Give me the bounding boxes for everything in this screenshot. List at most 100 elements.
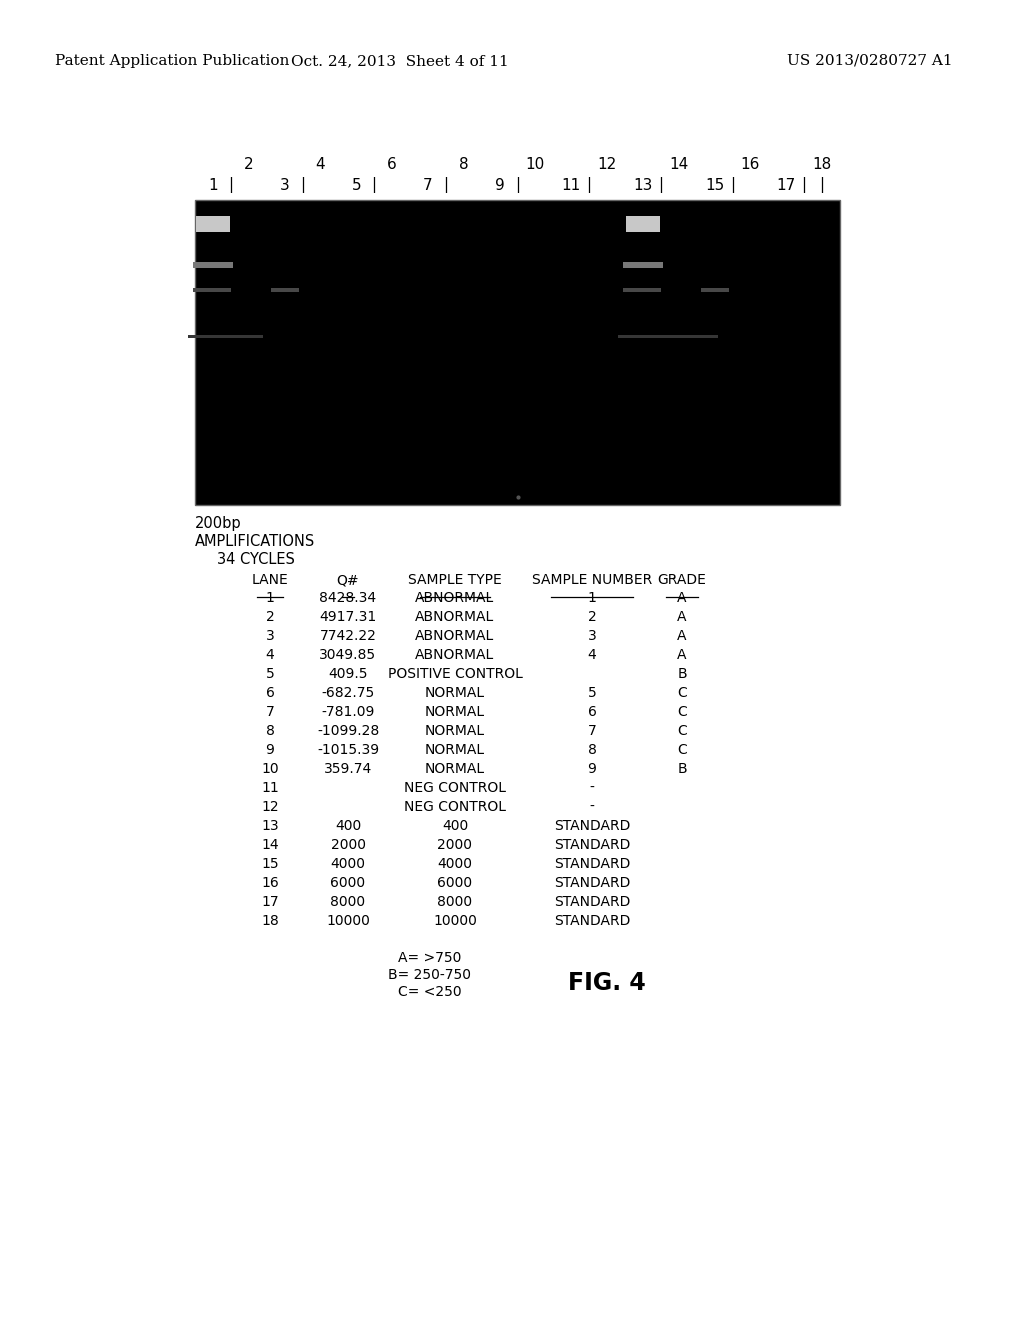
- Text: 10: 10: [261, 762, 279, 776]
- Text: 10000: 10000: [433, 913, 477, 928]
- Text: C: C: [677, 705, 687, 719]
- Text: A= >750: A= >750: [398, 950, 462, 965]
- Text: B: B: [677, 762, 687, 776]
- Text: 4: 4: [315, 157, 326, 172]
- Text: A: A: [677, 610, 687, 624]
- Text: STANDARD: STANDARD: [554, 857, 630, 871]
- Text: C= <250: C= <250: [398, 985, 462, 999]
- Text: 7742.22: 7742.22: [319, 630, 377, 643]
- Text: |: |: [587, 177, 592, 193]
- Text: 18: 18: [812, 157, 831, 172]
- Text: 6: 6: [588, 705, 596, 719]
- Bar: [623, 288, 660, 292]
- Bar: [626, 216, 659, 232]
- Text: AMPLIFICATIONS: AMPLIFICATIONS: [195, 535, 315, 549]
- Text: 4917.31: 4917.31: [319, 610, 377, 624]
- Text: FIG. 4: FIG. 4: [568, 972, 646, 995]
- Bar: [196, 216, 230, 232]
- Text: 7: 7: [423, 178, 433, 193]
- Text: |: |: [228, 177, 233, 193]
- Text: |: |: [443, 177, 449, 193]
- Bar: [700, 288, 729, 292]
- Text: 13: 13: [633, 178, 652, 193]
- Text: C: C: [677, 723, 687, 738]
- Bar: [270, 288, 299, 292]
- Bar: [193, 261, 232, 268]
- Text: 4000: 4000: [331, 857, 366, 871]
- Bar: [623, 261, 663, 268]
- Text: 8428.34: 8428.34: [319, 591, 377, 605]
- Text: NEG CONTROL: NEG CONTROL: [404, 781, 506, 795]
- Text: POSITIVE CONTROL: POSITIVE CONTROL: [387, 667, 522, 681]
- Text: 6000: 6000: [331, 876, 366, 890]
- Text: 11: 11: [261, 781, 279, 795]
- Text: STANDARD: STANDARD: [554, 876, 630, 890]
- Text: 400: 400: [335, 818, 361, 833]
- Text: NORMAL: NORMAL: [425, 705, 485, 719]
- Text: US 2013/0280727 A1: US 2013/0280727 A1: [787, 54, 952, 69]
- Text: C: C: [677, 686, 687, 700]
- Text: |: |: [819, 177, 824, 193]
- Text: 9: 9: [495, 178, 505, 193]
- Bar: [195, 201, 840, 506]
- Text: -: -: [590, 781, 595, 795]
- Text: -682.75: -682.75: [322, 686, 375, 700]
- Text: 1: 1: [265, 591, 274, 605]
- Text: 15: 15: [261, 857, 279, 871]
- Text: 7: 7: [265, 705, 274, 719]
- Bar: [617, 335, 718, 338]
- Text: 4: 4: [588, 648, 596, 663]
- Text: 2000: 2000: [331, 838, 366, 851]
- Text: ABNORMAL: ABNORMAL: [416, 630, 495, 643]
- Text: NORMAL: NORMAL: [425, 723, 485, 738]
- Text: 3049.85: 3049.85: [319, 648, 377, 663]
- Text: 9: 9: [588, 762, 596, 776]
- Text: ABNORMAL: ABNORMAL: [416, 591, 495, 605]
- Text: -781.09: -781.09: [322, 705, 375, 719]
- Text: -1015.39: -1015.39: [317, 743, 379, 756]
- Text: 2: 2: [244, 157, 254, 172]
- Text: 3: 3: [588, 630, 596, 643]
- Bar: [193, 288, 231, 292]
- Text: |: |: [658, 177, 664, 193]
- Text: STANDARD: STANDARD: [554, 895, 630, 909]
- Text: 13: 13: [261, 818, 279, 833]
- Text: 5: 5: [265, 667, 274, 681]
- Text: |: |: [372, 177, 377, 193]
- Text: 10000: 10000: [326, 913, 370, 928]
- Text: STANDARD: STANDARD: [554, 838, 630, 851]
- Text: Q#: Q#: [337, 573, 359, 587]
- Text: 200bp: 200bp: [195, 516, 242, 531]
- Text: NEG CONTROL: NEG CONTROL: [404, 800, 506, 814]
- Text: -1099.28: -1099.28: [316, 723, 379, 738]
- Text: 11: 11: [561, 178, 581, 193]
- Text: 10: 10: [525, 157, 545, 172]
- Text: NORMAL: NORMAL: [425, 686, 485, 700]
- Text: 1: 1: [208, 178, 218, 193]
- Text: 12: 12: [597, 157, 616, 172]
- Text: Oct. 24, 2013  Sheet 4 of 11: Oct. 24, 2013 Sheet 4 of 11: [291, 54, 509, 69]
- Text: B: B: [677, 667, 687, 681]
- Text: 15: 15: [705, 178, 724, 193]
- Text: SAMPLE NUMBER: SAMPLE NUMBER: [531, 573, 652, 587]
- Text: 8000: 8000: [437, 895, 472, 909]
- Text: 6000: 6000: [437, 876, 472, 890]
- Text: 6: 6: [387, 157, 397, 172]
- Text: A: A: [677, 591, 687, 605]
- Text: 14: 14: [669, 157, 688, 172]
- Text: 8: 8: [588, 743, 596, 756]
- Text: ABNORMAL: ABNORMAL: [416, 610, 495, 624]
- Text: |: |: [730, 177, 735, 193]
- Text: 3: 3: [280, 178, 290, 193]
- Text: 1: 1: [588, 591, 596, 605]
- Text: ABNORMAL: ABNORMAL: [416, 648, 495, 663]
- Text: 8000: 8000: [331, 895, 366, 909]
- Text: |: |: [515, 177, 520, 193]
- Text: 2: 2: [265, 610, 274, 624]
- Text: 17: 17: [776, 178, 796, 193]
- Text: LANE: LANE: [252, 573, 289, 587]
- Text: 409.5: 409.5: [329, 667, 368, 681]
- Text: NORMAL: NORMAL: [425, 762, 485, 776]
- Text: A: A: [677, 630, 687, 643]
- Text: 12: 12: [261, 800, 279, 814]
